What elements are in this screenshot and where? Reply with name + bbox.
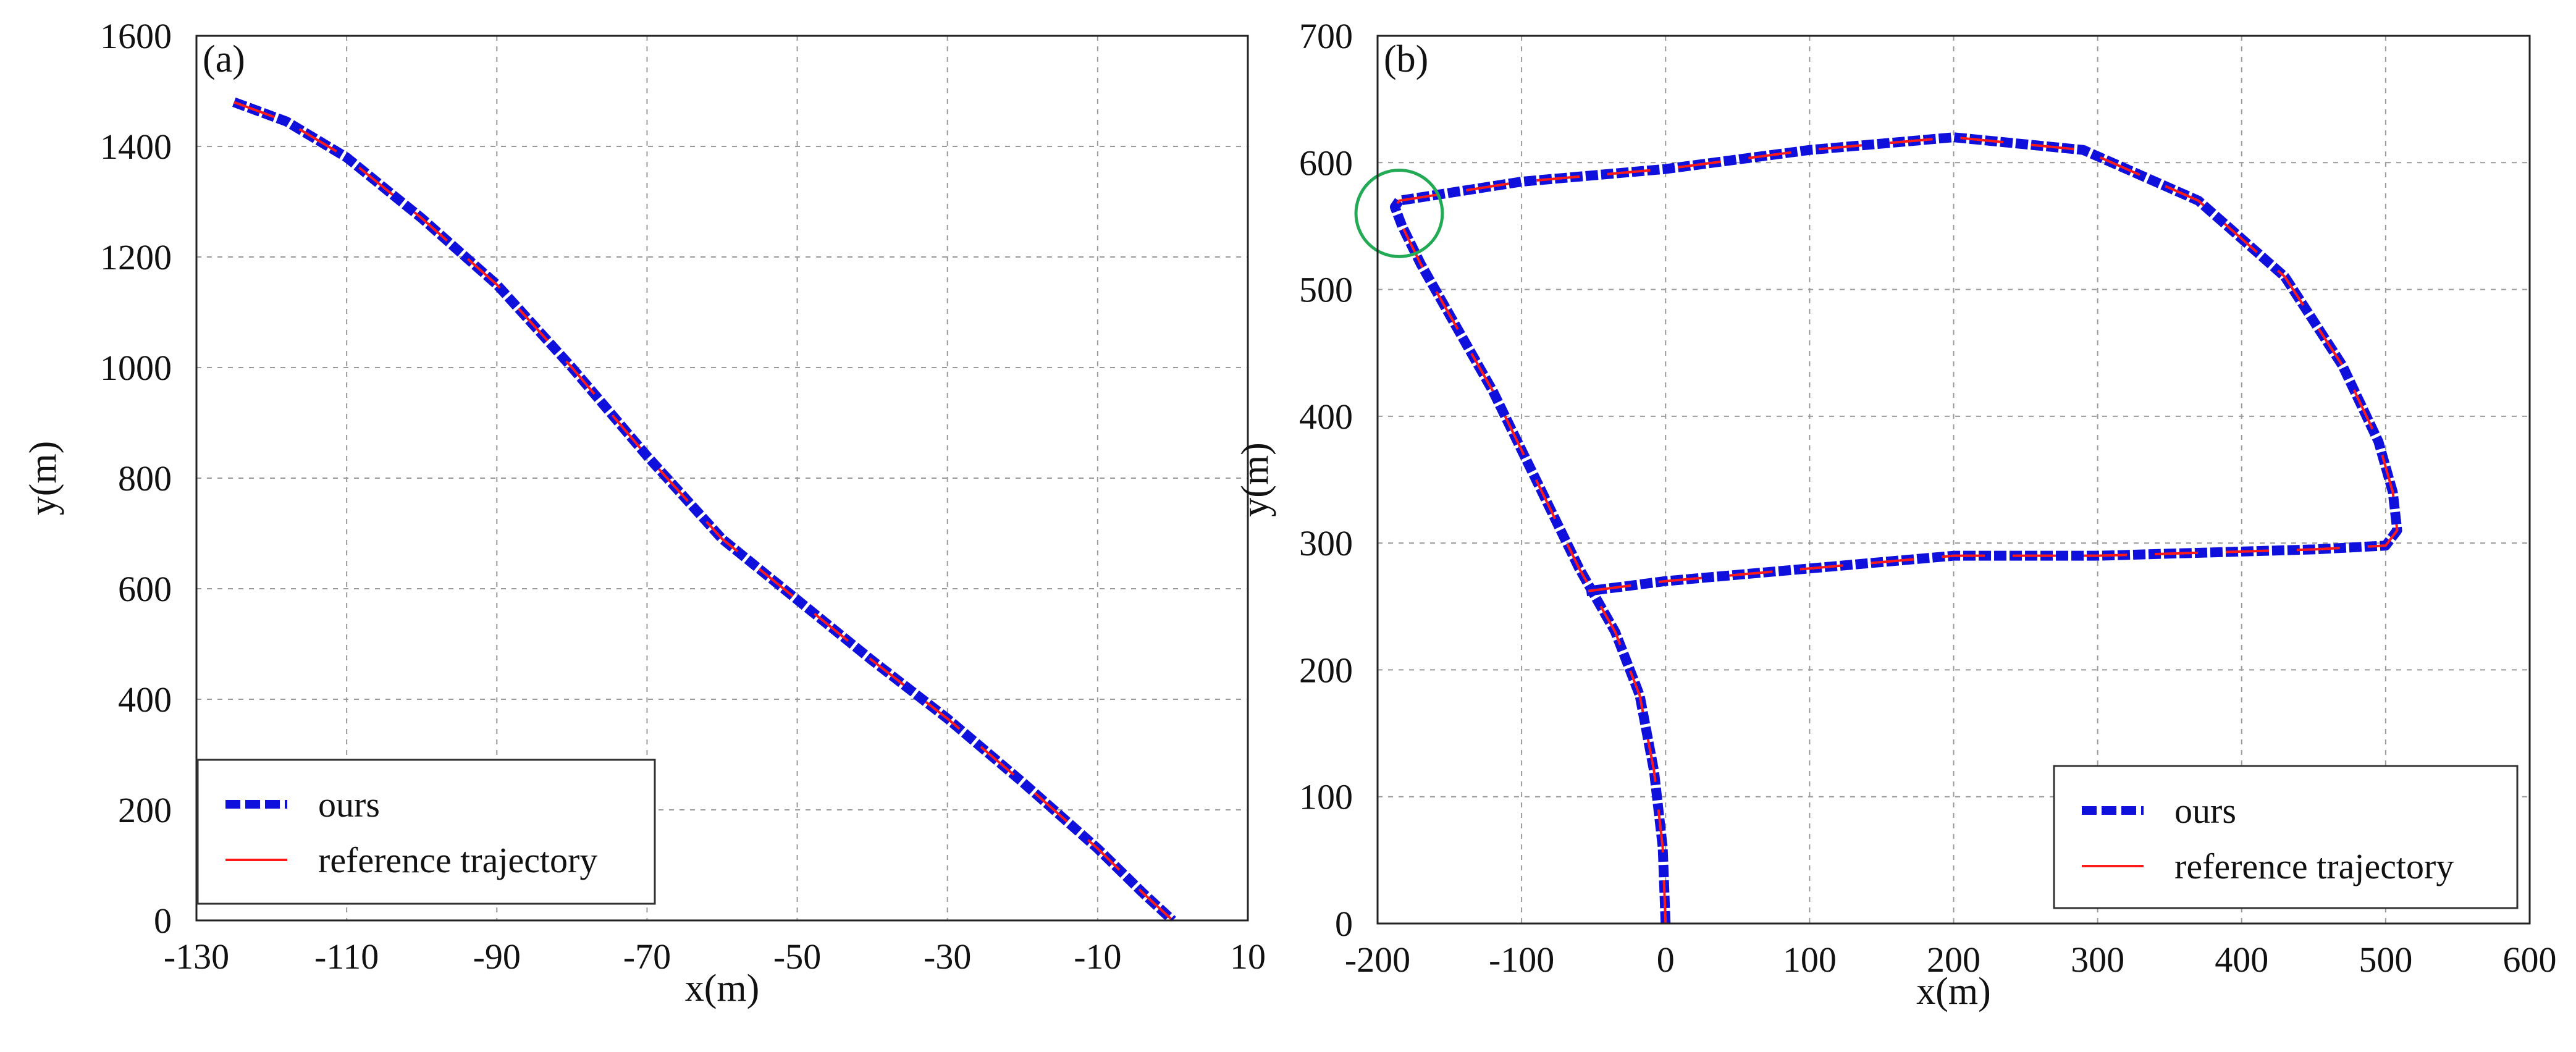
y-tick-label: 700: [1299, 16, 1353, 56]
x-tick-label: -50: [773, 936, 821, 977]
x-axis-label: x(m): [685, 967, 760, 1009]
legend-box: [2053, 765, 2519, 909]
x-tick-label: 0: [1657, 940, 1675, 980]
y-tick-label: 1000: [100, 348, 172, 388]
y-tick-label: 400: [1299, 397, 1353, 437]
y-axis-label: y(m): [1234, 442, 1276, 517]
y-axis-label: y(m): [22, 441, 64, 516]
x-tick-label: -90: [473, 936, 521, 977]
y-tick-label: 100: [1299, 777, 1353, 817]
x-tick-label: 400: [2215, 940, 2268, 980]
y-tick-label: 200: [118, 790, 172, 830]
annotation-circle: [1354, 168, 1444, 258]
x-tick-label: -110: [314, 936, 379, 977]
y-tick-label: 0: [154, 901, 172, 941]
legend-label: ours: [2174, 791, 2236, 831]
x-tick-label: -100: [1489, 940, 1554, 980]
panel-label: (b): [1384, 38, 1428, 80]
x-tick-label: 200: [1927, 940, 1980, 980]
x-tick-label: -130: [164, 936, 229, 977]
y-tick-label: 1200: [100, 237, 172, 277]
y-tick-label: 800: [118, 458, 172, 499]
plot-frame: [195, 35, 1249, 922]
x-axis-label: x(m): [1916, 970, 1991, 1012]
panel-label: (a): [203, 38, 245, 80]
y-tick-label: 600: [118, 569, 172, 609]
plot-frame: [1376, 35, 2531, 925]
y-tick-label: 1400: [100, 127, 172, 167]
y-tick-label: 600: [1299, 143, 1353, 183]
x-tick-label: -200: [1345, 940, 1410, 980]
x-tick-label: 600: [2503, 940, 2557, 980]
series-line-reference-trajectory: [234, 101, 1174, 920]
y-tick-label: 200: [1299, 650, 1353, 690]
y-tick-label: 500: [1299, 270, 1353, 310]
legend-box: [196, 759, 656, 905]
x-tick-label: 100: [1783, 940, 1837, 980]
y-tick-label: 300: [1299, 523, 1353, 563]
x-tick-label: 300: [2071, 940, 2124, 980]
legend-label: reference trajectory: [2174, 846, 2454, 886]
x-tick-label: -70: [623, 936, 671, 977]
legend-label: reference trajectory: [318, 840, 597, 880]
legend-label: ours: [318, 785, 380, 825]
y-tick-label: 1600: [100, 16, 172, 56]
y-tick-label: 400: [118, 680, 172, 720]
chart-panel-1: -130 -110 -90 -70 -50 -30 -10 10 0 200 400 600 800 10…: [22, 16, 1266, 1009]
y-tick-label: 0: [1335, 904, 1353, 944]
x-tick-label: 500: [2359, 940, 2412, 980]
chart-panel-2: -200 -100 0 100 200 300 400 500 600 0 100 200 300 400…: [1234, 16, 2557, 1012]
x-tick-label: 10: [1230, 936, 1266, 977]
x-tick-label: -30: [924, 936, 971, 977]
x-tick-label: -10: [1074, 936, 1121, 977]
series-line-reference-trajectory: [1393, 136, 2399, 924]
